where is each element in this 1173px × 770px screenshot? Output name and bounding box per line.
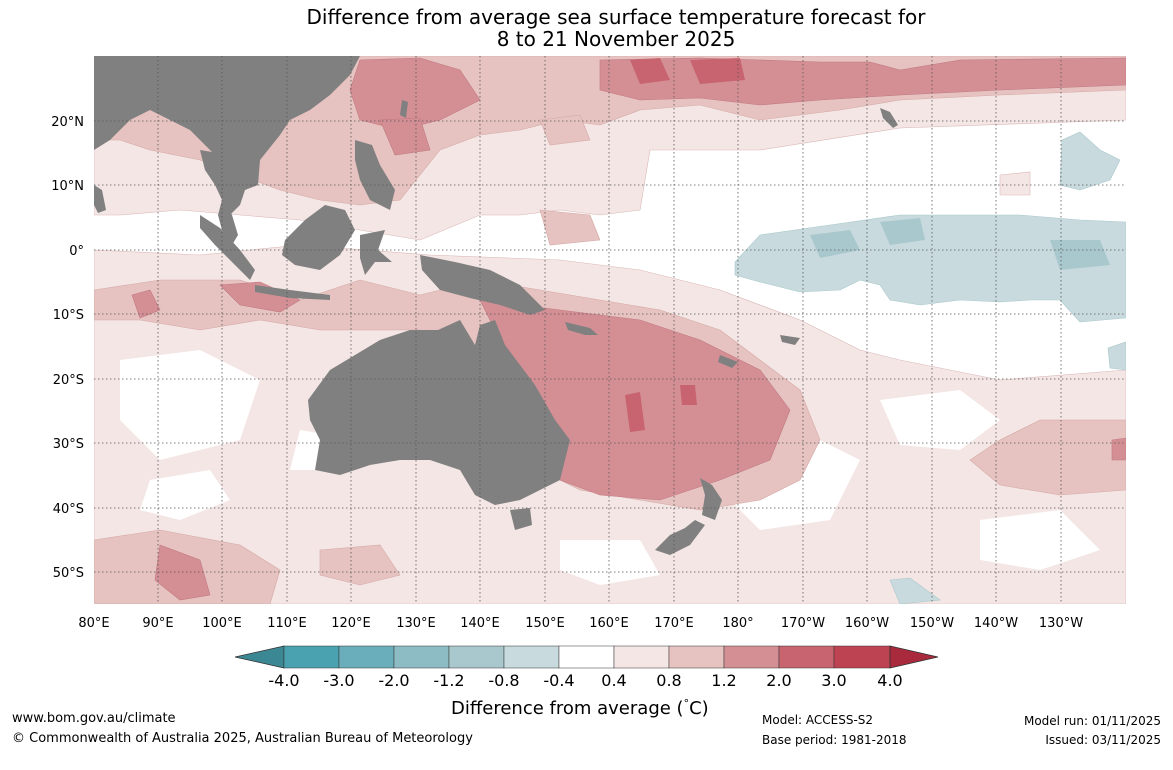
- lon-label: 80°E: [78, 616, 109, 631]
- colorbar-tick-label: 4.0: [877, 671, 903, 690]
- colorbar-bin: [503, 645, 560, 669]
- java: [255, 285, 330, 300]
- sulawesi: [360, 230, 392, 275]
- lon-label: 180°: [722, 616, 753, 631]
- colorbar-bin: [723, 645, 780, 669]
- sumatra: [200, 215, 255, 280]
- warm-anomaly-very-strong: [625, 58, 745, 432]
- australia: [308, 320, 570, 505]
- colorbar-tick-label: -4.0: [268, 671, 300, 690]
- longitude-labels: 80°E 90°E 100°E 110°E 120°E 130°E 140°E …: [78, 616, 1083, 631]
- colorbar-bin: [448, 645, 505, 669]
- asia-land: [94, 56, 360, 190]
- lat-label: 20°S: [53, 373, 84, 388]
- lon-label: 90°E: [142, 616, 173, 631]
- lon-label: 170°W: [781, 616, 825, 631]
- website-link[interactable]: www.bom.gov.au/climate: [12, 711, 176, 726]
- land-masses: [94, 56, 898, 555]
- lon-label: 120°E: [331, 616, 371, 631]
- colorbar-tick-label: 2.0: [766, 671, 792, 690]
- model-run-date: Model run: 01/11/2025: [1023, 714, 1161, 728]
- title-line-1: Difference from average sea surface temp…: [306, 5, 926, 29]
- colorbar-tick-label: 3.0: [821, 671, 847, 690]
- lon-label: 140°W: [974, 616, 1018, 631]
- colorbar-bin: [778, 645, 835, 669]
- colorbar-bin: [558, 645, 615, 669]
- solomon-islands: [565, 322, 598, 335]
- colorbar-tick-label: -3.0: [323, 671, 355, 690]
- colorbar-tick-label: 0.4: [601, 671, 627, 690]
- colorbar-bin: [393, 645, 450, 669]
- colorbar: [234, 645, 939, 669]
- issued-date: Issued: 03/11/2025: [1045, 733, 1161, 747]
- new-zealand-south: [655, 520, 705, 555]
- map-title: Difference from average sea surface temp…: [0, 6, 1173, 50]
- lon-label: 140°E: [460, 616, 500, 631]
- new-zealand-north: [700, 478, 722, 520]
- new-guinea: [420, 255, 545, 315]
- colorbar-tick-label: -0.8: [488, 671, 520, 690]
- lon-label: 150°E: [525, 616, 565, 631]
- philippines: [355, 140, 395, 210]
- colorbar-bin: [613, 645, 670, 669]
- lon-label: 170°E: [654, 616, 694, 631]
- colorbar-tick-label: 0.8: [656, 671, 682, 690]
- lat-label: 30°S: [53, 437, 84, 452]
- colorbar-bin: [833, 645, 891, 669]
- colorbar-under-arrow: [234, 645, 285, 669]
- latitude-labels: 20°N 10°N 0° 10°S 20°S 30°S 40°S 50°S: [51, 115, 84, 581]
- colorbar-over-arrow: [889, 645, 939, 669]
- colorbar-tick-label: -0.4: [543, 671, 575, 690]
- lat-label: 0°: [69, 244, 84, 259]
- hainan: [268, 124, 282, 134]
- neutral-patches: [120, 350, 1100, 585]
- sri-lanka: [94, 185, 106, 213]
- colorbar-bin: [668, 645, 725, 669]
- lon-label: 160°E: [589, 616, 629, 631]
- lon-label: 110°E: [267, 616, 307, 631]
- colorbar-tick-label: -1.2: [433, 671, 465, 690]
- lat-label: 40°S: [53, 502, 84, 517]
- colorbar-title-unit: C): [689, 698, 709, 719]
- cool-anomaly-medium: [810, 218, 1110, 270]
- colorbar-tick-label: 1.2: [711, 671, 737, 690]
- colorbar-title-text: Difference from average (: [451, 698, 684, 719]
- indochina-peninsula: [200, 150, 245, 215]
- lon-label: 150°W: [910, 616, 954, 631]
- map-area: [94, 56, 1126, 604]
- lat-label: 20°N: [51, 115, 84, 130]
- colorbar-bin: [338, 645, 395, 669]
- lat-label: 10°S: [53, 308, 84, 323]
- base-period: Base period: 1981-2018: [762, 733, 907, 747]
- copyright-notice: © Commonwealth of Australia 2025, Austra…: [12, 731, 473, 746]
- taiwan: [400, 100, 408, 118]
- colorbar-tick-label: -2.0: [378, 671, 410, 690]
- colorbar-title-degree: °: [683, 697, 690, 710]
- lon-label: 130°W: [1039, 616, 1083, 631]
- hawaii: [880, 108, 898, 128]
- tasmania: [510, 508, 532, 530]
- title-line-2: 8 to 21 November 2025: [496, 27, 736, 51]
- new-caledonia: [718, 355, 738, 368]
- lon-label: 130°E: [396, 616, 436, 631]
- fiji: [780, 335, 800, 345]
- colorbar-bin: [283, 645, 340, 669]
- lon-label: 100°E: [202, 616, 242, 631]
- lat-label: 50°S: [53, 566, 84, 581]
- lon-label: 160°W: [845, 616, 889, 631]
- model-name: Model: ACCESS-S2: [762, 713, 874, 727]
- lat-label: 10°N: [51, 179, 84, 194]
- borneo: [282, 205, 355, 270]
- gridlines: [94, 56, 1126, 604]
- colorbar-title: Difference from average (°C): [451, 697, 709, 719]
- malay-peninsula: [218, 200, 238, 245]
